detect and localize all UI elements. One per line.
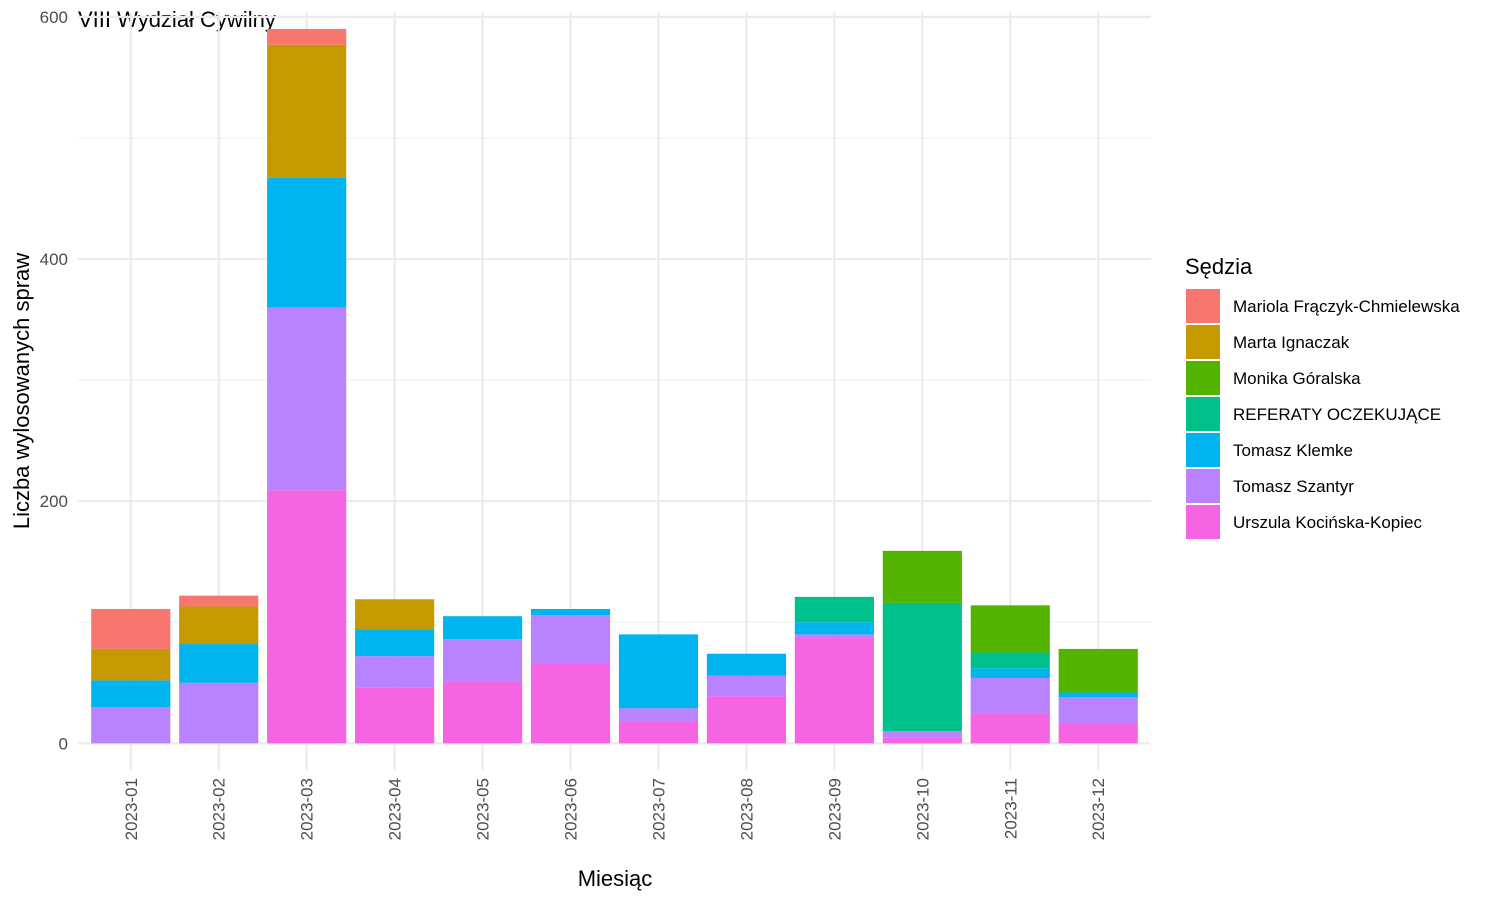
bar-segment bbox=[530, 608, 611, 616]
legend-title: Sędzia bbox=[1185, 254, 1253, 279]
bar-segment bbox=[91, 707, 171, 744]
bar-segment bbox=[970, 652, 1050, 669]
y-tick-label: 600 bbox=[40, 8, 68, 27]
bar-segment bbox=[970, 668, 1050, 678]
legend-label: Urszula Kocińska-Kopiec bbox=[1233, 513, 1422, 532]
bar-segment bbox=[267, 44, 347, 178]
y-tick-label: 0 bbox=[59, 734, 68, 753]
bar-segment bbox=[882, 737, 962, 744]
legend: Sędzia Mariola Frączyk-Chmielewska Marta … bbox=[1185, 254, 1460, 539]
bar-segment bbox=[970, 713, 1050, 744]
bar-segment bbox=[91, 608, 171, 649]
bar-segment bbox=[442, 681, 523, 744]
bar-segment bbox=[882, 731, 962, 738]
legend-swatch bbox=[1186, 325, 1220, 359]
bar-segment bbox=[618, 708, 699, 722]
legend-swatch bbox=[1186, 505, 1220, 539]
legend-label: Marta Ignaczak bbox=[1233, 333, 1350, 352]
x-tick-label: 2023-02 bbox=[210, 778, 229, 840]
legend-swatch bbox=[1186, 289, 1220, 323]
legend-label: Tomasz Szantyr bbox=[1233, 477, 1354, 496]
bar-segment bbox=[618, 634, 699, 709]
bar-segment bbox=[1058, 692, 1138, 698]
bar-segment bbox=[794, 634, 874, 639]
bar-segment bbox=[267, 28, 347, 45]
legend-label: REFERATY OCZEKUJĄCE bbox=[1233, 405, 1441, 424]
legend-swatch bbox=[1186, 397, 1220, 431]
bar-segment bbox=[179, 595, 259, 607]
legend-swatch bbox=[1186, 469, 1220, 503]
x-tick-label: 2023-09 bbox=[825, 778, 844, 840]
y-axis-ticks: 0 200 400 600 bbox=[40, 8, 68, 754]
bars bbox=[91, 28, 1138, 744]
bar-segment bbox=[1058, 697, 1138, 724]
x-tick-label: 2023-07 bbox=[649, 778, 668, 840]
x-tick-label: 2023-04 bbox=[386, 778, 405, 840]
bar-segment bbox=[530, 615, 611, 664]
bar-segment bbox=[970, 677, 1050, 714]
bar-segment bbox=[882, 550, 962, 603]
bar-segment bbox=[179, 606, 259, 645]
x-axis-ticks: 2023-01 2023-02 2023-03 2023-04 2023-05 2023-… bbox=[122, 778, 1108, 840]
bar-segment bbox=[355, 656, 435, 688]
bar-segment bbox=[794, 622, 874, 635]
bar-segment bbox=[355, 599, 435, 630]
bar-segment bbox=[794, 638, 874, 744]
legend-label: Mariola Frączyk-Chmielewska bbox=[1233, 297, 1460, 316]
x-axis-title: Miesiąc bbox=[578, 866, 653, 891]
bar-segment bbox=[179, 644, 259, 683]
x-tick-label: 2023-08 bbox=[737, 778, 756, 840]
bar-segment bbox=[179, 682, 259, 744]
x-tick-label: 2023-10 bbox=[913, 778, 932, 840]
chart-title: VIII Wydział Cywilny bbox=[78, 7, 276, 32]
x-tick-label: 2023-11 bbox=[1001, 778, 1020, 839]
bar-segment bbox=[355, 629, 435, 657]
bar-segment bbox=[442, 616, 523, 640]
bar-segment bbox=[618, 721, 699, 744]
bar-segment bbox=[267, 490, 347, 744]
bar-segment bbox=[882, 602, 962, 732]
legend-swatch bbox=[1186, 361, 1220, 395]
bar-segment bbox=[91, 680, 171, 708]
legend-label: Monika Góralska bbox=[1233, 369, 1361, 388]
bar-segment bbox=[1058, 723, 1138, 744]
x-tick-label: 2023-03 bbox=[298, 778, 317, 840]
x-tick-label: 2023-01 bbox=[122, 778, 141, 840]
bar-segment bbox=[355, 687, 435, 744]
y-tick-label: 200 bbox=[40, 492, 68, 511]
bar-segment bbox=[530, 663, 611, 744]
x-tick-label: 2023-12 bbox=[1089, 778, 1108, 840]
legend-swatch bbox=[1186, 433, 1220, 467]
y-axis-title: Liczba wylosowanych spraw bbox=[9, 253, 34, 529]
bar-segment bbox=[442, 639, 523, 682]
bar-segment bbox=[267, 307, 347, 491]
bar-segment bbox=[794, 596, 874, 623]
bar-segment bbox=[1058, 648, 1138, 693]
bar-segment bbox=[706, 653, 787, 676]
x-tick-label: 2023-06 bbox=[562, 778, 581, 840]
bar-segment bbox=[970, 605, 1050, 653]
bar-segment bbox=[706, 675, 787, 697]
legend-label: Tomasz Klemke bbox=[1233, 441, 1353, 460]
y-tick-label: 400 bbox=[40, 250, 68, 269]
bar-segment bbox=[91, 648, 171, 681]
x-tick-label: 2023-05 bbox=[474, 778, 493, 840]
bar-segment bbox=[706, 696, 787, 744]
bar-segment bbox=[267, 177, 347, 308]
